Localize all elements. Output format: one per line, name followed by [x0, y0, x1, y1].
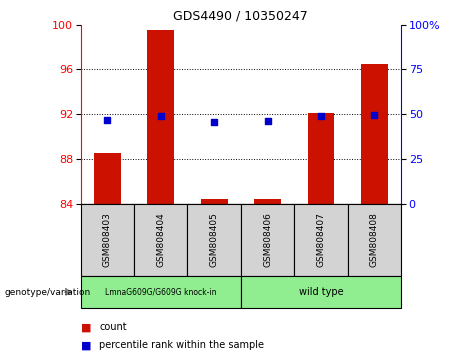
- Text: GSM808404: GSM808404: [156, 212, 165, 267]
- Bar: [94, 153, 121, 204]
- Point: [157, 114, 165, 119]
- Text: GSM808403: GSM808403: [103, 212, 112, 267]
- Point: [211, 119, 218, 125]
- Bar: [307, 113, 334, 204]
- Bar: [348, 204, 401, 276]
- Bar: [134, 204, 188, 276]
- Text: percentile rank within the sample: percentile rank within the sample: [99, 340, 264, 350]
- Text: GSM808407: GSM808407: [316, 212, 325, 267]
- Point: [264, 118, 271, 124]
- Bar: [201, 199, 228, 204]
- Text: count: count: [99, 322, 127, 332]
- Title: GDS4490 / 10350247: GDS4490 / 10350247: [173, 9, 308, 22]
- Text: LmnaG609G/G609G knock-in: LmnaG609G/G609G knock-in: [105, 287, 217, 297]
- Point: [104, 117, 111, 122]
- Bar: [254, 199, 281, 204]
- Bar: [241, 204, 294, 276]
- Text: GSM808408: GSM808408: [370, 212, 379, 267]
- Bar: [188, 204, 241, 276]
- Text: ■: ■: [81, 340, 91, 350]
- Bar: [148, 30, 174, 204]
- Point: [317, 114, 325, 119]
- Bar: [81, 204, 134, 276]
- Text: GSM808406: GSM808406: [263, 212, 272, 267]
- Point: [371, 113, 378, 118]
- Bar: [361, 64, 388, 204]
- Text: genotype/variation: genotype/variation: [5, 287, 91, 297]
- Text: ■: ■: [81, 322, 91, 332]
- Text: wild type: wild type: [299, 287, 343, 297]
- Bar: [81, 276, 241, 308]
- Bar: [294, 204, 348, 276]
- Text: GSM808405: GSM808405: [210, 212, 219, 267]
- Bar: [241, 276, 401, 308]
